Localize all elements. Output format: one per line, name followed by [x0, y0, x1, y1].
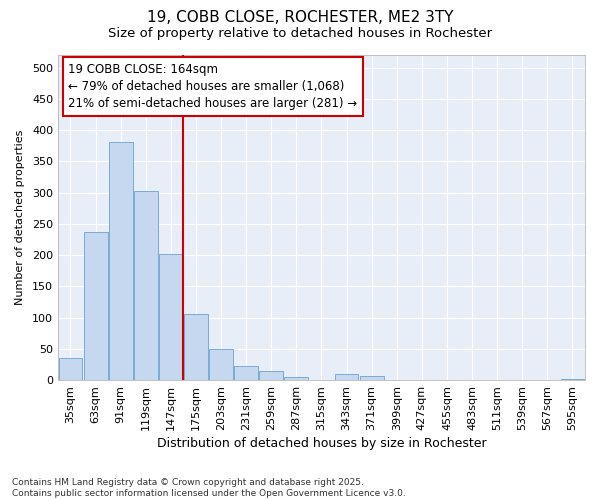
Bar — [83, 232, 107, 380]
X-axis label: Distribution of detached houses by size in Rochester: Distribution of detached houses by size … — [157, 437, 486, 450]
Text: Size of property relative to detached houses in Rochester: Size of property relative to detached ho… — [108, 28, 492, 40]
Text: 19 COBB CLOSE: 164sqm
← 79% of detached houses are smaller (1,068)
21% of semi-d: 19 COBB CLOSE: 164sqm ← 79% of detached … — [68, 63, 358, 110]
Text: Contains HM Land Registry data © Crown copyright and database right 2025.
Contai: Contains HM Land Registry data © Crown c… — [12, 478, 406, 498]
Bar — [360, 376, 383, 380]
Bar — [209, 350, 233, 380]
Bar — [259, 372, 283, 380]
Bar — [184, 314, 208, 380]
Bar — [335, 374, 358, 380]
Y-axis label: Number of detached properties: Number of detached properties — [15, 130, 25, 305]
Bar — [234, 366, 258, 380]
Bar — [109, 142, 133, 380]
Text: 19, COBB CLOSE, ROCHESTER, ME2 3TY: 19, COBB CLOSE, ROCHESTER, ME2 3TY — [147, 10, 453, 25]
Bar — [560, 379, 584, 380]
Bar — [159, 254, 183, 380]
Bar — [59, 358, 82, 380]
Bar — [284, 377, 308, 380]
Bar — [134, 192, 158, 380]
